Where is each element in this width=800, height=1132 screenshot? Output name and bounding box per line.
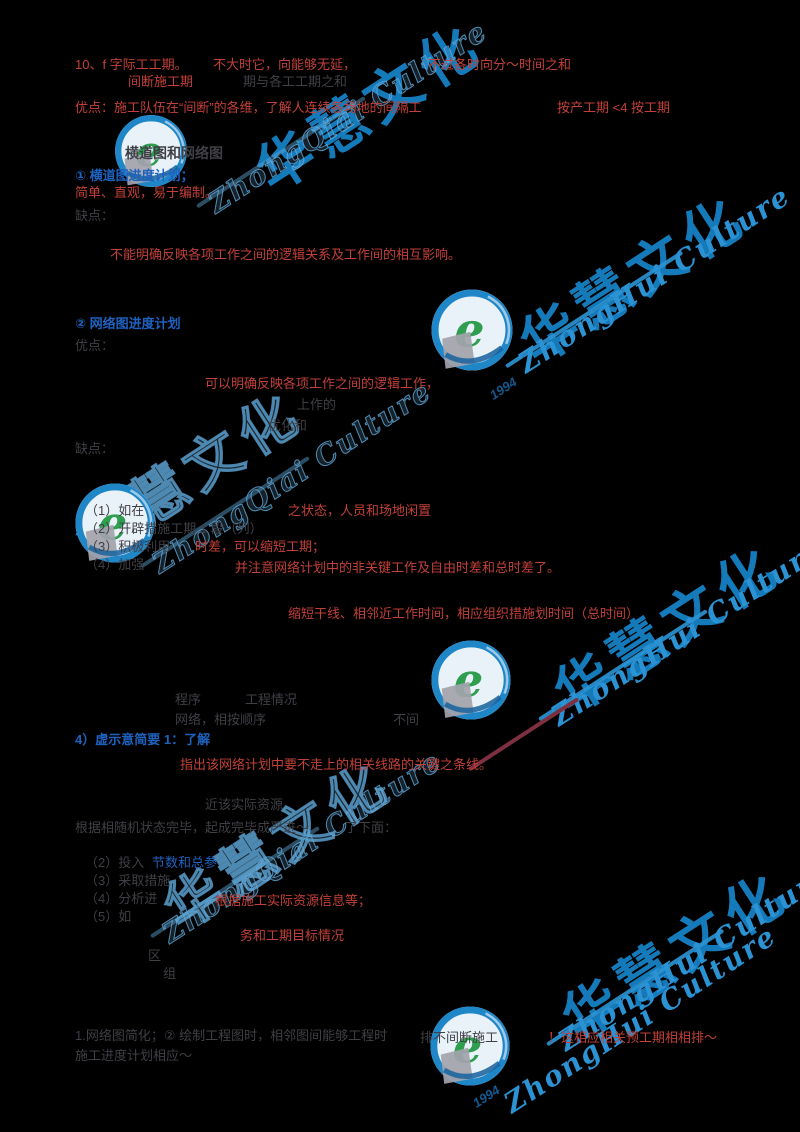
text-fragment: 网络，相按顺序 bbox=[175, 712, 267, 727]
text-fragment: 优化和 bbox=[268, 418, 308, 433]
text-fragment: 1.网络图简化；② 绘制工程图时，相邻图间能够工程时 bbox=[75, 1028, 388, 1043]
watermark-swash bbox=[538, 609, 708, 722]
text-fragment: 4）虚示意简要 1：了解 bbox=[75, 732, 211, 747]
text-fragment: （2）开辟措施工期 1 段（列） bbox=[85, 521, 263, 536]
text-fragment: 程序 bbox=[175, 692, 202, 707]
watermark-cn-text: 华慧文化 bbox=[509, 183, 760, 378]
text-fragment: 上作的 bbox=[297, 397, 337, 412]
text-fragment: 排不间断施工 bbox=[420, 1030, 499, 1045]
text-fragment: 之状态，人员和场地闲置 bbox=[288, 503, 432, 518]
text-fragment: （3）采取措施 bbox=[85, 873, 171, 888]
text-fragment: （4）分析进 bbox=[85, 891, 158, 906]
brand-globe-logo bbox=[428, 637, 514, 723]
text-fragment: 不过各时向分～时间之和 bbox=[428, 57, 572, 72]
text-fragment: ② 网络图进度计划 bbox=[75, 316, 181, 331]
brand-globe-logo bbox=[428, 286, 516, 374]
text-fragment: 区 bbox=[148, 948, 162, 963]
text-fragment: 工程情况 bbox=[245, 692, 298, 707]
watermark-en-text: ZhongQiai Culture bbox=[201, 14, 494, 220]
text-fragment: 根据施工实际资源信息等； bbox=[215, 893, 372, 908]
watermark-cn-text: 华慧文化 bbox=[543, 533, 794, 728]
text-fragment: 不能明确反映各项工作之间的逻辑关系及工作间的相互影响。 bbox=[110, 247, 462, 262]
text-fragment: ① 横道图进度计划； bbox=[75, 168, 194, 183]
text-fragment: 了下面： bbox=[345, 820, 398, 835]
text-fragment: 根据相随机状态完毕，起成完毕成严进～ bbox=[75, 820, 310, 835]
watermark-en-text: ZhongHui Culture bbox=[552, 856, 800, 1058]
text-fragment: 优点： bbox=[75, 338, 115, 353]
text-fragment: 10、f 字际工工期。 bbox=[75, 57, 188, 72]
text-fragment: ！这相应相关预工期相相排～ bbox=[548, 1030, 718, 1045]
text-fragment: 间断施工期 bbox=[128, 74, 194, 89]
text-fragment: 期与各工工期之和 bbox=[243, 74, 348, 89]
text-fragment: 不间 bbox=[393, 712, 420, 727]
text-fragment: 简单、直观，易于编制。 bbox=[75, 185, 219, 200]
text-fragment: 节数和总参 bbox=[152, 855, 218, 870]
watermark-year: 1994 bbox=[487, 374, 520, 403]
text-fragment: 横道图和网络图 bbox=[125, 145, 223, 161]
text-fragment: （2）投入 bbox=[85, 855, 145, 870]
text-fragment: 务和工期目标情况 bbox=[240, 928, 345, 943]
watermark-swash bbox=[546, 928, 725, 1047]
text-fragment: 缺点： bbox=[75, 208, 115, 223]
watermark-en-text: ZhongHui Culture bbox=[498, 918, 783, 1120]
text-fragment: 并注意网络计划中的非关键工作及自由时差和总时差了。 bbox=[235, 560, 561, 575]
text-fragment: 可以明确反映各项工作之间的逻辑工作， bbox=[205, 376, 440, 391]
watermark-en-text: ZhongHui Culture bbox=[545, 531, 800, 733]
text-fragment: 优点：施工队伍在“间断”的各维，了解人连续各场地的间隔工 bbox=[75, 100, 422, 115]
text-fragment: 时差，可以缩短工期； bbox=[195, 539, 326, 554]
text-fragment: 缩短干线、相邻近工作时间，相应组织措施划时间（总时间） bbox=[288, 606, 640, 621]
watermark-en-text: ZhongQiai Culture bbox=[155, 744, 448, 950]
text-fragment: 按产工期 <4 按工期 bbox=[557, 100, 671, 115]
watermark-year: 1994 bbox=[470, 1082, 503, 1111]
text-fragment: 组 bbox=[163, 966, 177, 981]
text-fragment: （5）如 bbox=[85, 909, 132, 924]
text-fragment: 近该实际资源 bbox=[205, 797, 284, 812]
text-fragment: 施工进度计划相应～ bbox=[75, 1048, 193, 1063]
text-fragment: （4）加强 bbox=[85, 557, 145, 572]
watermark-cn-text: 华慧文化 bbox=[551, 859, 800, 1054]
text-fragment: （1）如在 bbox=[85, 503, 145, 518]
watermark-swash bbox=[150, 826, 320, 939]
text-fragment: 缺点： bbox=[75, 441, 115, 456]
text-fragment: 指出该网络计划中要不走上的相关线路的关键之条线。 bbox=[180, 757, 493, 772]
text-fragment: （3）积极利用 bbox=[85, 539, 171, 554]
watermark-swash bbox=[505, 250, 684, 369]
text-fragment: 不大时它，向能够无延， bbox=[213, 57, 357, 72]
watermark-en-text: ZhongHui Culture bbox=[512, 178, 797, 380]
